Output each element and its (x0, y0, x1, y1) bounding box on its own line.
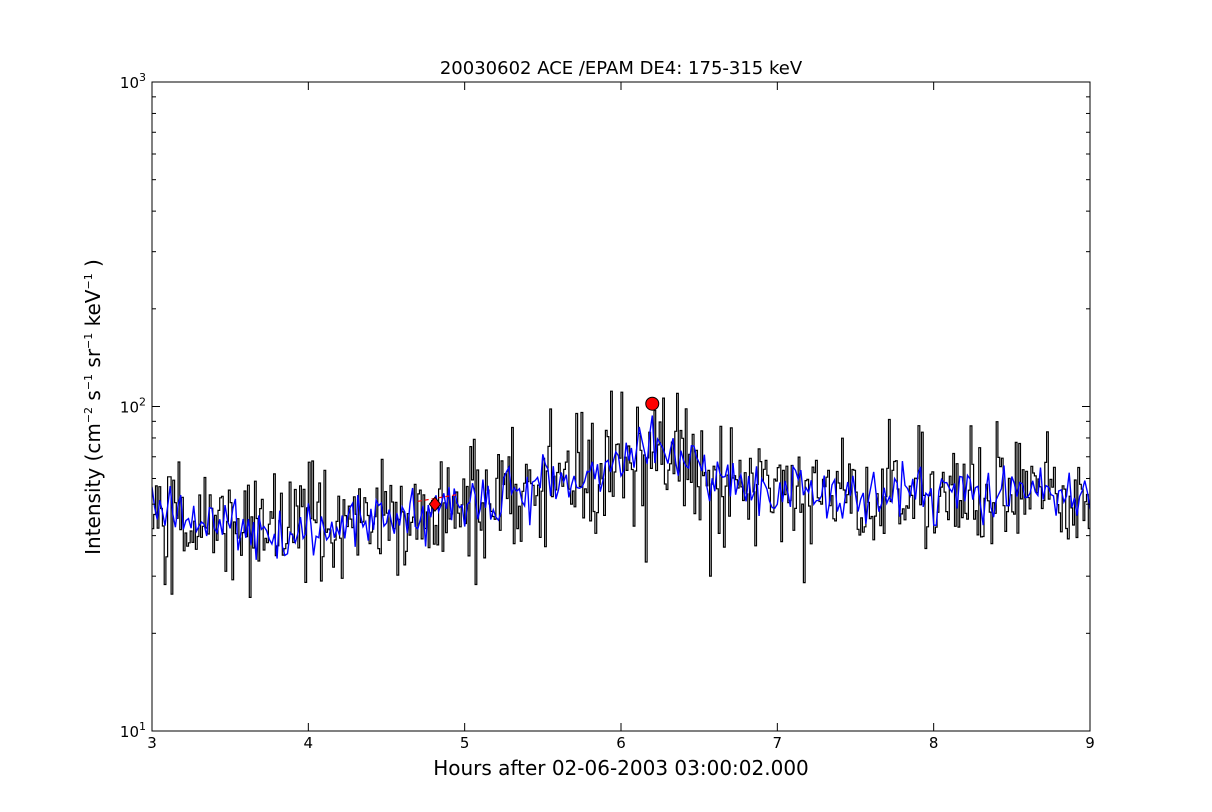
x-tick-label: 8 (929, 734, 939, 752)
y-label-part: ) (81, 259, 105, 273)
y-label-exp: −2 (82, 407, 95, 423)
y-tick-label: 101 (120, 720, 146, 741)
x-tick-label: 5 (460, 734, 470, 752)
x-tick-label: 4 (304, 734, 314, 752)
y-tick-label: 102 (120, 396, 146, 417)
y-label-part: keV (81, 289, 105, 333)
chart-title: 20030602 ACE /EPAM DE4: 175-315 keV (440, 58, 803, 79)
plot-area (152, 390, 1090, 598)
y-tick-label: 103 (120, 71, 146, 92)
tick-layer: 3 4 5 6 7 8 9 101 102 103 (120, 71, 1095, 752)
x-axis-label: Hours after 02-06-2003 03:00:02.000 (433, 756, 809, 780)
onset-marker (428, 496, 442, 512)
y-label-part: Intensity (cm (81, 423, 105, 555)
y-axis-label: Intensity (cm−2 s−1 sr−1 keV−1 ) (81, 259, 105, 555)
y-label-exp: −1 (82, 333, 95, 349)
y-label-part: s (81, 390, 105, 407)
raw-intensity-line (152, 390, 1090, 598)
smoothed-intensity-line (152, 415, 1090, 560)
x-tick-label: 6 (616, 734, 626, 752)
y-label-exp: −1 (82, 374, 95, 390)
marker-layer (428, 396, 660, 512)
series-layer (152, 390, 1090, 598)
y-label-part: sr (81, 348, 105, 374)
x-tick-label: 3 (147, 734, 157, 752)
peak-marker (645, 396, 660, 411)
x-tick-label: 7 (773, 734, 783, 752)
x-tick-label: 9 (1085, 734, 1095, 752)
y-label-exp: −1 (82, 273, 95, 289)
